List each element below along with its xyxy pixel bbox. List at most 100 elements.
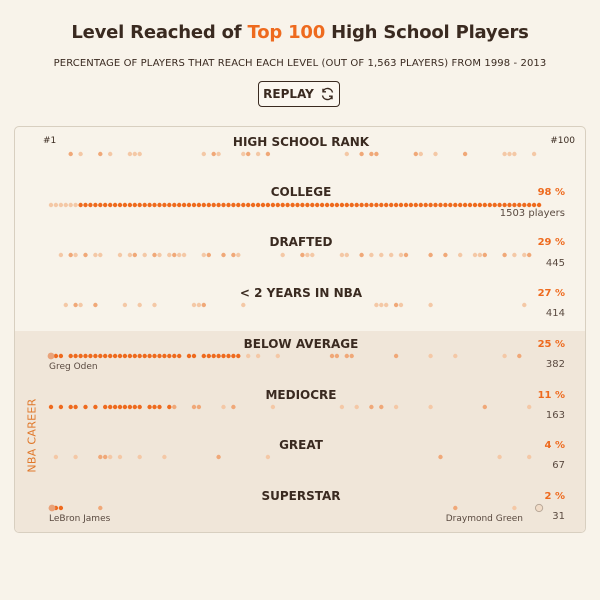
level-pct-mediocre: 11 %	[537, 390, 565, 401]
superstar-dot	[58, 505, 64, 511]
high-school-rank-dot	[502, 151, 507, 157]
college-dot	[157, 202, 162, 208]
levels-panel: NBA CAREER #1 #100 HIGH SCHOOL RANK COLL…	[14, 126, 586, 533]
high-school-rank-dot	[78, 151, 83, 157]
great-dot	[53, 454, 59, 460]
level-label-college: COLLEGE	[270, 185, 332, 199]
below-average-dot	[53, 353, 59, 359]
high-school-rank-dot	[108, 151, 113, 157]
college-dot	[216, 202, 221, 208]
college-dot	[181, 202, 187, 208]
college-dot	[536, 202, 542, 208]
level-label-below-average: BELOW AVERAGE	[243, 337, 359, 351]
drafted-dot	[152, 252, 157, 258]
college-dot	[482, 202, 487, 208]
college-dot	[315, 202, 320, 208]
college-dot	[359, 202, 364, 208]
college-dot	[324, 202, 330, 208]
below-average-dot	[108, 353, 113, 359]
below-average-dot	[117, 353, 123, 359]
drafted-dot	[83, 252, 88, 258]
drafted-dot	[206, 252, 211, 258]
level-count-superstar: 31	[552, 511, 565, 522]
player-dots	[47, 151, 544, 513]
high-school-rank-dot	[433, 151, 438, 157]
college-dot	[393, 202, 399, 208]
below-average-dot	[112, 353, 118, 359]
below-average-dot	[393, 353, 399, 359]
replay-button[interactable]: REPLAY	[258, 81, 340, 107]
college-dot	[300, 202, 305, 208]
below-average-dot	[162, 353, 167, 359]
mediocre-dot	[58, 404, 64, 410]
college-dot	[108, 202, 113, 208]
under-2-years-dot	[73, 302, 78, 308]
below-average-dot	[157, 353, 162, 359]
college-dot	[246, 202, 251, 208]
college-dot	[403, 202, 409, 208]
drafted-dot	[181, 252, 187, 258]
mediocre-dot	[167, 404, 172, 410]
college-dot	[344, 202, 349, 208]
college-dot	[354, 202, 359, 208]
college-dot	[319, 202, 325, 208]
college-dot	[448, 202, 453, 208]
college-dot	[68, 202, 73, 208]
mediocre-dot	[103, 404, 108, 410]
level-label-great: GREAT	[279, 438, 323, 452]
college-dot	[428, 202, 433, 208]
high-school-rank-dot	[512, 151, 517, 157]
title-prefix: Level Reached of	[71, 22, 248, 43]
college-dot	[58, 202, 64, 208]
mediocre-dot	[393, 404, 399, 410]
high-school-rank-dot	[241, 151, 246, 157]
drafted-dot	[359, 252, 364, 258]
below-average-dot	[122, 353, 128, 359]
college-dot	[507, 202, 512, 208]
mediocre-dot	[137, 404, 142, 410]
below-average-dot	[226, 353, 231, 359]
under-2-years-dot	[522, 302, 527, 308]
high-school-rank-dot	[359, 151, 364, 157]
level-label-mediocre: MEDIOCRE	[265, 388, 337, 402]
mediocre-dot	[83, 404, 88, 410]
mediocre-dot	[147, 404, 152, 410]
college-dot	[127, 202, 133, 208]
drafted-dot	[231, 252, 236, 258]
drafted-dot	[98, 252, 103, 258]
college-dot	[231, 202, 236, 208]
college-dot	[172, 202, 177, 208]
drafted-dot	[58, 252, 64, 258]
mediocre-dot	[354, 404, 359, 410]
college-dot	[349, 202, 354, 208]
drafted-dot	[344, 252, 349, 258]
college-dot	[270, 202, 276, 208]
college-dot	[211, 202, 216, 208]
mediocre-dot	[112, 404, 118, 410]
mediocre-dot	[132, 404, 137, 410]
college-dot	[290, 202, 295, 208]
drafted-dot	[522, 252, 527, 258]
college-dot	[512, 202, 517, 208]
under-2-years-dot	[393, 302, 399, 308]
drafted-dot	[236, 252, 241, 258]
college-dot	[379, 202, 384, 208]
college-dot	[201, 202, 206, 208]
under-2-years-dot	[398, 302, 404, 308]
college-dot	[83, 202, 88, 208]
drafted-dot	[482, 252, 487, 258]
below-average-dot	[231, 353, 236, 359]
college-dot	[142, 202, 147, 208]
drafted-dot	[502, 252, 507, 258]
college-dot	[408, 202, 414, 208]
college-dot	[497, 202, 502, 208]
under-2-years-dot	[93, 302, 98, 308]
college-dot	[206, 202, 211, 208]
below-average-dot	[502, 353, 507, 359]
drafted-dot	[177, 252, 182, 258]
drafted-dot	[512, 252, 517, 258]
under-2-years-dot	[201, 302, 206, 308]
superstar-dot	[453, 505, 458, 511]
college-dot	[122, 202, 128, 208]
below-average-dot	[167, 353, 172, 359]
